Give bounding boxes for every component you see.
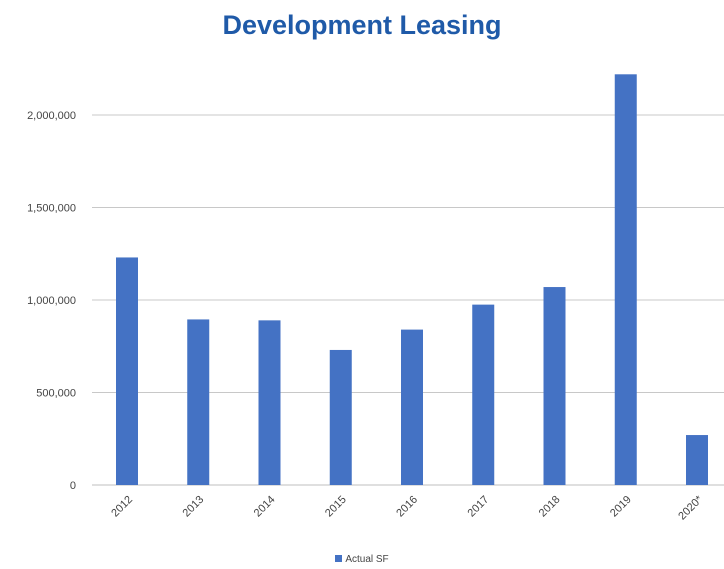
bar-2018	[543, 287, 566, 485]
x-tick-label: 2014	[252, 494, 278, 520]
legend-label: Actual SF	[345, 554, 389, 565]
x-tick-label: 2019	[608, 494, 634, 520]
x-tick-label: 2018	[537, 494, 563, 520]
y-tick-label: 2,000,000	[27, 110, 76, 122]
legend-swatch	[335, 555, 343, 562]
chart-title: Development Leasing	[222, 10, 502, 40]
y-axis-ticks: 0 500,000 1,000,000 1,500,000 2,000,000	[27, 110, 76, 492]
x-tick-label: 2015	[323, 494, 349, 520]
bar-2013	[187, 319, 210, 485]
bar-2019	[614, 74, 637, 486]
x-axis-ticks: 2012 2013 2014 2015 2016 2017 2018 2019 2020*	[109, 493, 705, 522]
bar-2016	[401, 329, 423, 485]
y-tick-label: 0	[70, 480, 76, 492]
x-tick-label: 2016	[394, 494, 420, 520]
bar-2017	[472, 304, 495, 485]
y-tick-label: 500,000	[36, 388, 76, 400]
x-tick-label: 2017	[466, 494, 492, 520]
x-tick-label: 2012	[109, 494, 135, 520]
x-tick-label: 2020*	[676, 493, 705, 522]
x-tick-label: 2013	[181, 494, 207, 520]
legend: Actual SF	[0, 554, 724, 566]
bar-2014	[258, 320, 281, 485]
bar-2015	[329, 349, 352, 485]
bar-2020	[686, 435, 708, 485]
y-tick-label: 1,000,000	[27, 295, 76, 307]
bars	[116, 74, 708, 486]
y-tick-label: 1,500,000	[27, 203, 76, 215]
bar-2012	[116, 257, 138, 485]
